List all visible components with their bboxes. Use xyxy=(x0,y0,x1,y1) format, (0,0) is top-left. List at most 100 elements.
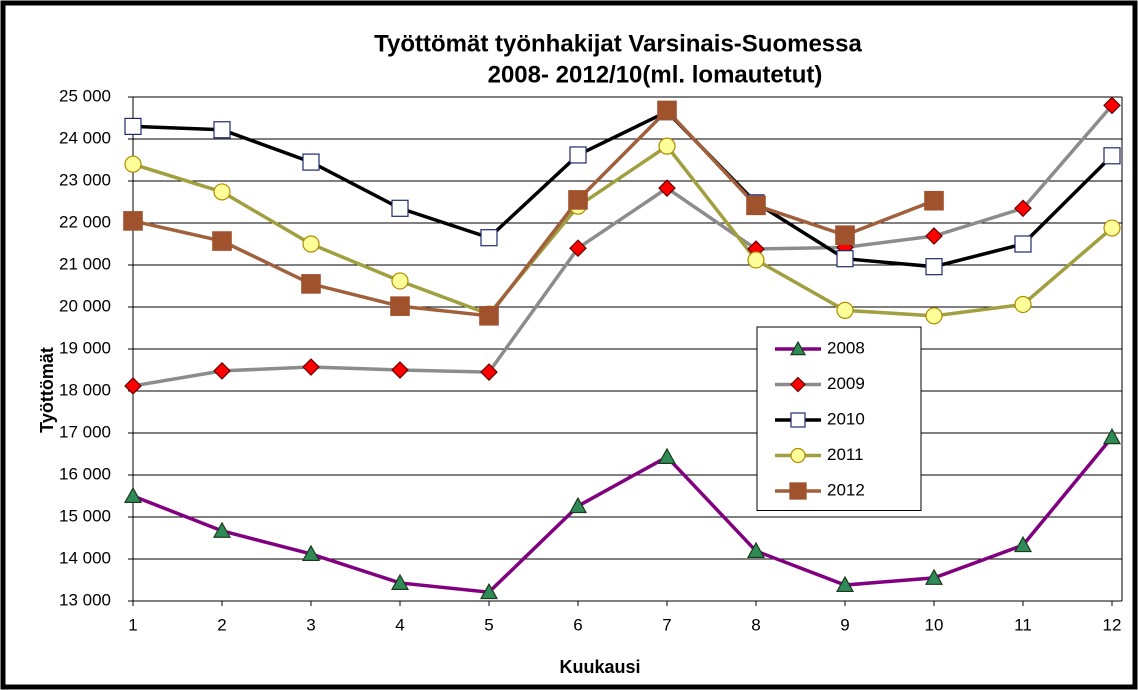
marker xyxy=(302,235,320,253)
series-line xyxy=(132,436,1114,595)
marker xyxy=(746,195,766,216)
x-tick-label: 11 xyxy=(1014,615,1032,634)
plot xyxy=(123,96,1122,600)
marker xyxy=(790,447,806,464)
y-tick-label: 16 000 xyxy=(59,464,111,483)
marker xyxy=(391,272,409,290)
legend-label: 2010 xyxy=(827,409,865,428)
marker xyxy=(480,229,498,247)
legend-label: 2009 xyxy=(827,374,865,393)
marker xyxy=(836,301,854,319)
marker xyxy=(835,575,855,593)
x-tick-label: 2 xyxy=(217,615,226,634)
marker xyxy=(1102,427,1122,445)
marker xyxy=(479,582,499,600)
marker xyxy=(213,361,231,380)
x-tick-label: 7 xyxy=(662,615,671,634)
marker xyxy=(213,183,231,201)
marker xyxy=(390,296,410,316)
y-tick-label: 18 000 xyxy=(59,380,111,399)
marker xyxy=(301,544,321,561)
x-tick-label: 8 xyxy=(751,615,760,634)
marker xyxy=(925,258,943,276)
y-tick-label: 22 000 xyxy=(59,212,111,231)
legend-label: 2012 xyxy=(827,480,865,499)
legend-label: 2008 xyxy=(827,338,865,357)
chart-subtitle: 2008- 2012/10(ml. lomautetut) xyxy=(488,61,823,88)
grid: 13 000 14 000 15 000 16 000 17 000 18 000 19 0… xyxy=(59,86,1123,634)
marker xyxy=(124,155,142,173)
marker xyxy=(391,199,409,217)
marker xyxy=(835,225,855,245)
marker xyxy=(124,117,142,136)
legend-label: 2011 xyxy=(827,445,864,464)
x-tick-label: 5 xyxy=(484,615,493,634)
x-tick-label: 3 xyxy=(306,615,315,634)
marker xyxy=(790,376,806,393)
marker xyxy=(123,211,143,231)
marker xyxy=(124,377,142,395)
marker xyxy=(790,412,806,428)
x-tick-label: 12 xyxy=(1103,615,1122,634)
marker xyxy=(1013,535,1033,553)
marker xyxy=(568,496,588,514)
series-line xyxy=(132,107,935,318)
marker xyxy=(1103,219,1121,237)
marker xyxy=(657,100,677,121)
marker xyxy=(658,179,676,197)
y-tick-label: 21 000 xyxy=(59,254,111,273)
marker xyxy=(1014,295,1032,314)
y-tick-label: 13 000 xyxy=(59,590,111,609)
legend: 2008 2009 2010 2011 2012 xyxy=(756,326,922,511)
marker xyxy=(301,274,321,294)
marker xyxy=(925,307,943,325)
marker xyxy=(658,137,676,155)
marker xyxy=(123,486,143,503)
x-tick-label: 10 xyxy=(925,615,944,634)
marker xyxy=(212,521,232,538)
marker xyxy=(1014,199,1032,218)
marker xyxy=(836,250,854,268)
y-tick-label: 23 000 xyxy=(59,170,111,189)
marker xyxy=(747,251,765,269)
marker xyxy=(302,358,320,376)
y-tick-label: 24 000 xyxy=(59,128,111,147)
marker xyxy=(789,482,807,500)
marker xyxy=(789,340,807,356)
y-axis-label: Työttömät xyxy=(37,347,57,433)
marker xyxy=(213,121,231,139)
marker xyxy=(302,153,320,171)
y-tick-label: 15 000 xyxy=(59,506,111,525)
series-line xyxy=(132,143,1114,318)
marker xyxy=(1103,96,1121,115)
marker xyxy=(391,361,409,379)
marker xyxy=(479,306,499,326)
marker xyxy=(568,190,588,210)
x-tick-label: 4 xyxy=(395,615,404,634)
x-tick-label: 6 xyxy=(573,615,582,634)
y-tick-label: 25 000 xyxy=(59,86,111,105)
marker xyxy=(569,239,587,258)
series-line xyxy=(132,109,1114,269)
chart-title: Työttömät työnhakijat Varsinais-Suomessa xyxy=(374,30,862,57)
x-axis-label: Kuukausi xyxy=(559,657,640,677)
marker xyxy=(924,568,944,585)
y-tick-label: 14 000 xyxy=(59,548,111,567)
marker xyxy=(569,146,587,164)
x-tick-label: 9 xyxy=(840,615,849,634)
marker xyxy=(924,190,944,211)
y-tick-label: 20 000 xyxy=(59,296,111,315)
marker xyxy=(1014,235,1032,253)
marker xyxy=(1103,147,1121,165)
y-tick-label: 17 000 xyxy=(59,422,111,441)
marker xyxy=(390,573,410,590)
series-line xyxy=(132,104,1114,388)
marker xyxy=(212,231,232,251)
marker xyxy=(746,541,766,559)
marker xyxy=(925,227,943,245)
x-tick-label: 1 xyxy=(128,615,137,634)
marker xyxy=(657,447,677,464)
marker xyxy=(480,363,498,381)
